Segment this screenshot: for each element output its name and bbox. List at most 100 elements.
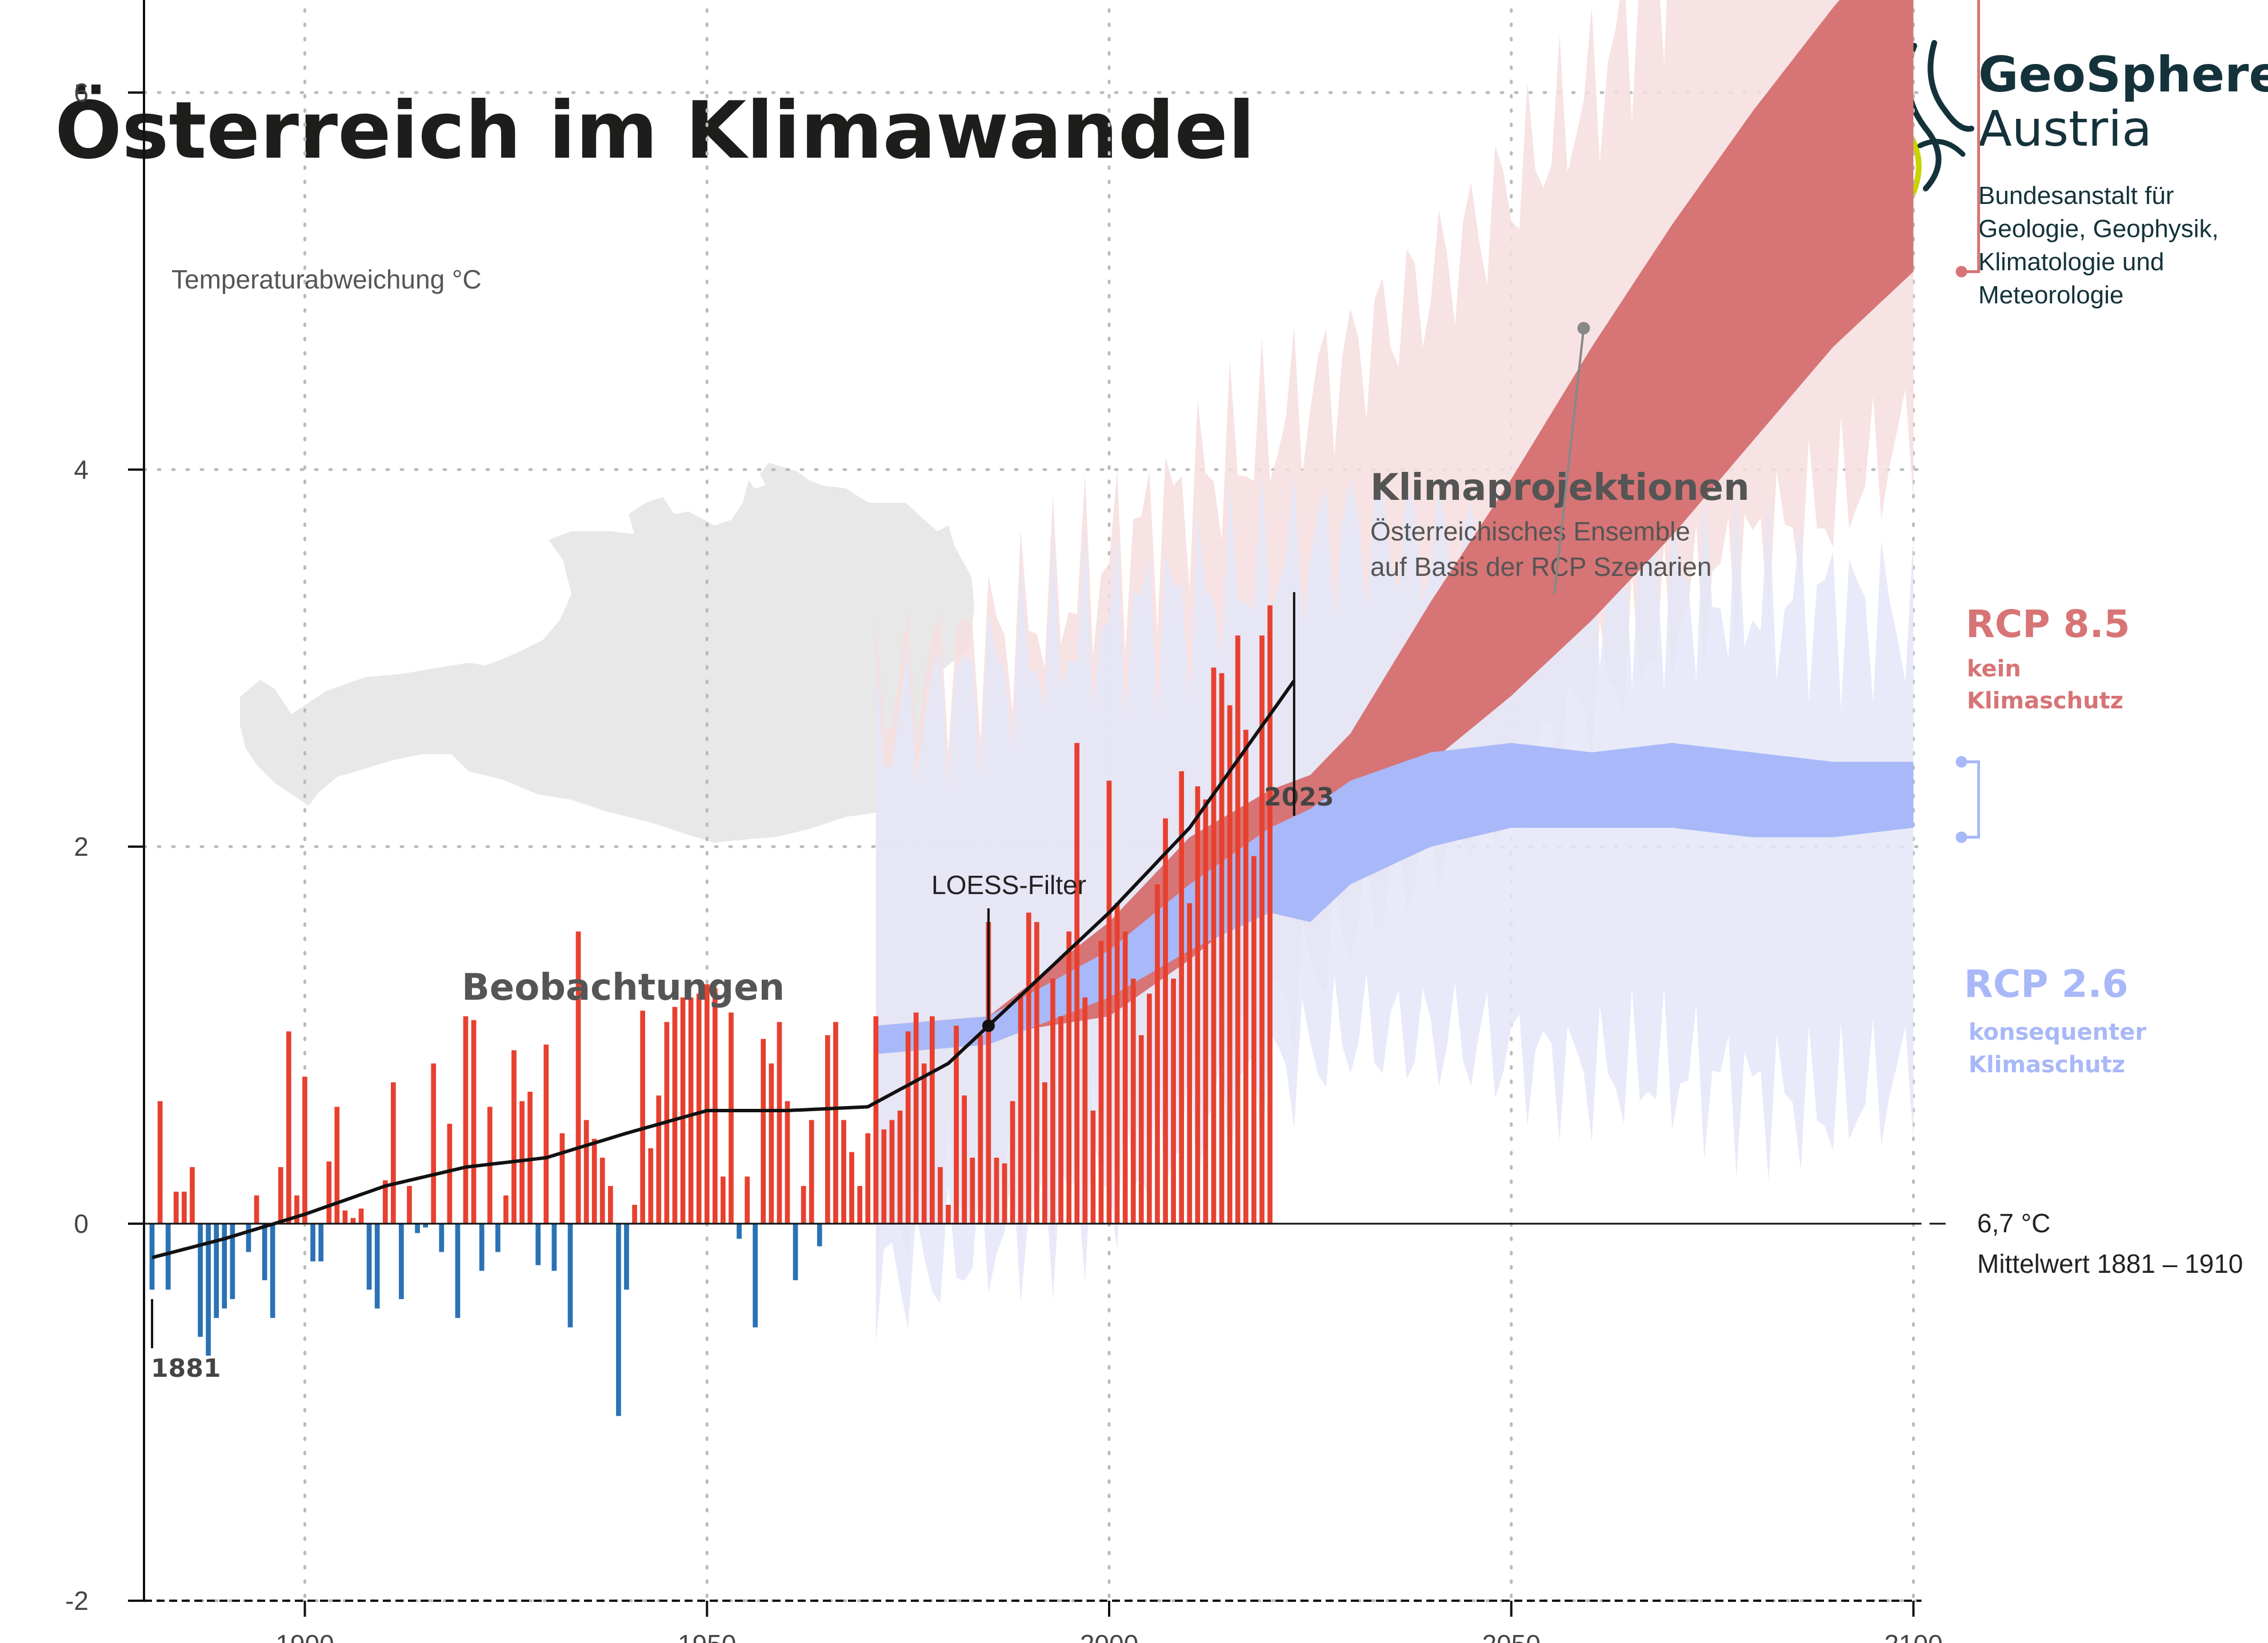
bar-1919 <box>455 1224 461 1318</box>
observations-label: Beobachtungen <box>462 967 785 1009</box>
bar-1950 <box>704 984 710 1224</box>
bar-1988 <box>1010 1101 1015 1224</box>
rcp26-bracket-dot-bottom <box>1955 831 1967 843</box>
bar-1954 <box>737 1224 742 1239</box>
bar-1984 <box>978 1035 983 1224</box>
bar-1890 <box>222 1224 227 1309</box>
bar-1964 <box>817 1224 822 1247</box>
bar-1888 <box>206 1224 211 1356</box>
bar-1935 <box>583 1120 589 1224</box>
y-tick-label: 2 <box>74 832 89 861</box>
loess-line <box>151 679 1296 1260</box>
bar-2007 <box>1163 818 1168 1224</box>
bar-1900 <box>302 1076 307 1224</box>
bar-1999 <box>1098 941 1104 1224</box>
baseline-value: 6,7 °C <box>1977 1208 2050 1238</box>
bar-1953 <box>729 1012 734 1224</box>
axes <box>128 0 1946 1617</box>
bar-1914 <box>415 1224 420 1233</box>
bar-1911 <box>391 1082 396 1224</box>
bar-1974 <box>897 1111 903 1224</box>
bar-1947 <box>680 997 686 1224</box>
bar-1955 <box>745 1176 750 1224</box>
bar-1932 <box>559 1133 565 1224</box>
bar-1978 <box>930 1016 935 1224</box>
bar-2006 <box>1155 884 1160 1224</box>
bar-1897 <box>278 1167 283 1224</box>
bar-1901 <box>310 1224 315 1261</box>
bar-1883 <box>165 1224 171 1290</box>
bar-1921 <box>471 1020 477 1224</box>
bar-1912 <box>399 1224 404 1299</box>
bar-1997 <box>1082 997 1088 1224</box>
bar-1907 <box>358 1208 364 1224</box>
bar-1937 <box>599 1157 605 1224</box>
loess-pointer <box>982 908 995 1032</box>
x-tick-label: 1900 <box>275 1629 334 1643</box>
bar-2010 <box>1187 903 1193 1224</box>
bar-1960 <box>785 1101 790 1224</box>
bar-1946 <box>672 1007 678 1224</box>
bar-1882 <box>157 1101 163 1224</box>
rcp26-band <box>875 743 1914 1054</box>
bar-1891 <box>230 1224 235 1299</box>
bar-1967 <box>841 1120 846 1224</box>
bar-2017 <box>1243 730 1249 1224</box>
bar-1966 <box>833 1021 838 1224</box>
chart-title: Österreich im Klimawandel <box>55 85 1255 177</box>
logo-desc-line2: Geologie, Geophysik, <box>1978 215 2219 243</box>
bar-1991 <box>1034 922 1039 1224</box>
bar-1922 <box>479 1224 485 1271</box>
observation-bars <box>149 605 1273 1416</box>
bar-1928 <box>527 1092 533 1224</box>
bar-1909 <box>374 1224 380 1309</box>
year-start-label: 1881 <box>151 1354 221 1383</box>
bar-1903 <box>326 1161 332 1224</box>
y-axis-label: Temperaturabweichung °C <box>171 265 482 294</box>
bar-1889 <box>214 1224 219 1318</box>
bar-1924 <box>495 1224 501 1252</box>
bar-1894 <box>254 1195 259 1224</box>
bar-1926 <box>511 1050 517 1224</box>
bar-1929 <box>535 1224 541 1265</box>
bar-1990 <box>1026 912 1031 1224</box>
bar-1993 <box>1050 979 1055 1224</box>
bar-1896 <box>270 1224 275 1318</box>
bar-1940 <box>624 1224 629 1290</box>
rcp85-bracket-dot-bottom <box>1955 266 1967 278</box>
bar-2012 <box>1203 799 1209 1224</box>
bar-1969 <box>857 1186 862 1224</box>
bar-2009 <box>1179 771 1184 1224</box>
bar-1902 <box>318 1224 323 1261</box>
year-end-label: 2023 <box>1264 783 1334 812</box>
bar-1934 <box>575 931 581 1224</box>
rcp26-label: RCP 2.6 <box>1964 962 2129 1006</box>
bar-1995 <box>1066 931 1071 1224</box>
bar-1885 <box>182 1191 187 1224</box>
bar-1952 <box>721 1176 726 1224</box>
bar-2020 <box>1267 605 1273 1224</box>
bar-2002 <box>1122 931 1128 1224</box>
bar-1962 <box>801 1186 806 1224</box>
rcp26-bracket-dot-top <box>1955 756 1967 768</box>
bar-1951 <box>713 988 718 1224</box>
rcp85-band <box>875 0 1914 1045</box>
x-tick-label: 2000 <box>1080 1629 1138 1643</box>
bar-1998 <box>1090 1111 1096 1224</box>
bar-1956 <box>753 1224 758 1328</box>
rcp26-sub-1: konsequenter <box>1969 1019 2146 1045</box>
logo-name-line1: GeoSphere <box>1978 46 2268 103</box>
bar-1938 <box>608 1186 613 1224</box>
bar-1893 <box>246 1224 251 1252</box>
bar-1996 <box>1074 743 1079 1224</box>
bar-2015 <box>1227 705 1233 1224</box>
bar-1977 <box>921 1063 927 1224</box>
bar-2011 <box>1195 786 1201 1224</box>
x-tick-label: 2050 <box>1482 1629 1541 1643</box>
bar-1981 <box>954 1025 959 1224</box>
bar-1982 <box>962 1095 967 1224</box>
logo-name-line2: Austria <box>1978 101 2152 158</box>
y-tick-label: 0 <box>74 1209 89 1239</box>
loess-pointer-dot <box>982 1019 995 1032</box>
